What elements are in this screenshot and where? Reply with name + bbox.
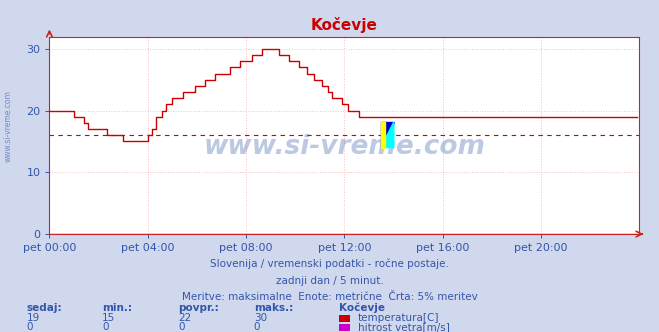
Text: 22: 22 [178,313,191,323]
Text: maks.:: maks.: [254,303,293,313]
Text: 0: 0 [254,322,260,332]
Text: 0: 0 [26,322,33,332]
Text: 30: 30 [254,313,267,323]
Text: www.si-vreme.com: www.si-vreme.com [3,90,13,162]
Text: Kočevje: Kočevje [339,303,386,313]
Polygon shape [381,122,394,148]
Text: temperatura[C]: temperatura[C] [358,313,440,323]
Bar [381,122,386,148]
Text: 15: 15 [102,313,115,323]
Title: Kočevje: Kočevje [311,17,378,33]
Text: min.:: min.: [102,303,132,313]
Polygon shape [381,122,394,148]
Text: 0: 0 [102,322,109,332]
Text: 0: 0 [178,322,185,332]
Text: hitrost vetra[m/s]: hitrost vetra[m/s] [358,322,449,332]
Text: Slovenija / vremenski podatki - ročne postaje.: Slovenija / vremenski podatki - ročne po… [210,259,449,269]
Text: sedaj:: sedaj: [26,303,62,313]
Text: zadnji dan / 5 minut.: zadnji dan / 5 minut. [275,276,384,286]
Text: povpr.:: povpr.: [178,303,219,313]
Text: www.si-vreme.com: www.si-vreme.com [204,134,485,160]
Text: 19: 19 [26,313,40,323]
Text: Meritve: maksimalne  Enote: metrične  Črta: 5% meritev: Meritve: maksimalne Enote: metrične Črta… [182,292,477,302]
